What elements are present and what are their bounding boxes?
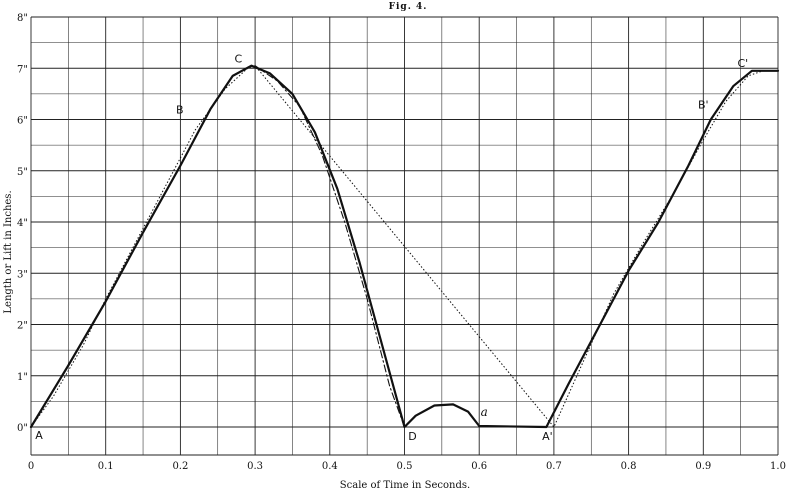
y-tick-label: 5" bbox=[17, 167, 28, 178]
x-tick-labels: 0 0.1 0.2 0.3 0.4 0.5 0.6 0.7 0.8 0.9 1.0 bbox=[28, 461, 786, 472]
point-labels: A B C Da A' B' C' bbox=[35, 53, 748, 443]
grid bbox=[30, 16, 779, 456]
series-line-solid bbox=[29, 64, 780, 429]
x-tick-label: 0.6 bbox=[471, 461, 487, 472]
x-tick-label: 0.5 bbox=[397, 461, 413, 472]
x-tick-label: 0 bbox=[28, 461, 34, 472]
y-tick-label: 8" bbox=[17, 13, 28, 24]
point-label: A bbox=[35, 429, 43, 442]
x-tick-label: 0.1 bbox=[98, 461, 114, 472]
y-tick-label: 1" bbox=[17, 372, 28, 383]
y-tick-label: 7" bbox=[17, 64, 28, 75]
y-tick-label: 0" bbox=[17, 423, 28, 434]
x-axis-label: Scale of Time in Seconds. bbox=[340, 480, 470, 491]
point-label: B bbox=[176, 103, 184, 116]
x-tick-label: 0.4 bbox=[322, 461, 338, 472]
chart-title: Fig. 4. bbox=[389, 2, 428, 12]
y-tick-label: 3" bbox=[17, 269, 28, 280]
x-tick-label: 0.2 bbox=[172, 461, 188, 472]
series-group bbox=[29, 64, 780, 429]
x-tick-label: 1.0 bbox=[770, 461, 786, 472]
point-label: A' bbox=[542, 430, 553, 443]
series-line-dash-dot bbox=[254, 65, 406, 428]
y-tick-labels: 0" 1" 2" 3" 4" 5" 6" 7" 8" bbox=[17, 13, 28, 434]
y-tick-label: 2" bbox=[17, 321, 28, 332]
y-tick-label: 6" bbox=[17, 116, 28, 127]
x-tick-label: 0.8 bbox=[621, 461, 637, 472]
x-tick-label: 0.9 bbox=[695, 461, 711, 472]
series-line-dotted bbox=[30, 65, 764, 428]
y-tick-label: 4" bbox=[17, 218, 28, 229]
point-label: D bbox=[408, 430, 416, 443]
y-axis-label: Length or Lift in Inches. bbox=[3, 190, 14, 313]
point-label: C' bbox=[737, 57, 748, 70]
x-tick-label: 0.7 bbox=[546, 461, 562, 472]
point-label: a bbox=[481, 405, 488, 419]
point-label: B' bbox=[698, 98, 709, 111]
x-tick-label: 0.3 bbox=[247, 461, 263, 472]
point-label: C bbox=[235, 53, 243, 66]
